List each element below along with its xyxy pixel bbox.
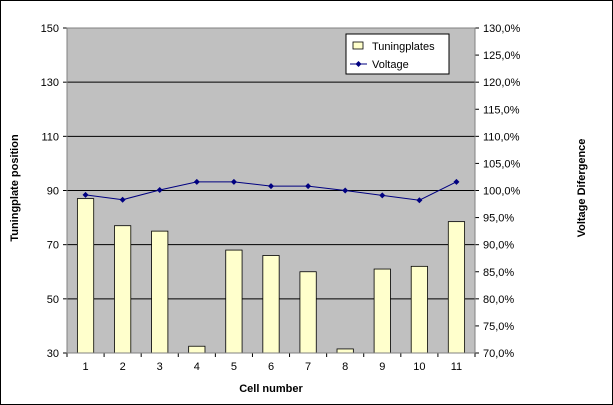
x-tick-label: 2 [120, 361, 126, 373]
legend: Tuningplates Voltage [345, 33, 450, 75]
voltage-point [379, 192, 386, 199]
y2-tick-label: 70,0% [483, 348, 514, 360]
y2-tick-label: 100,0% [483, 186, 521, 198]
y2-tick-label: 80,0% [483, 294, 514, 306]
y-axis-title: Tuningplate position [9, 134, 21, 242]
x-axis-title: Cell number [239, 383, 303, 395]
y2-tick-label: 75,0% [483, 321, 514, 333]
x-tick-label: 4 [194, 361, 200, 373]
y-tick-label: 30 [47, 348, 59, 360]
legend-swatch-voltage-marker [355, 61, 362, 67]
x-tick-label: 7 [305, 361, 311, 373]
voltage-point [82, 191, 89, 198]
y2-tick-label: 95,0% [483, 213, 514, 225]
voltage-point [342, 187, 349, 194]
bar-tuningplates [151, 230, 169, 354]
y-tick-label: 150 [41, 23, 59, 35]
plot-border [66, 27, 476, 354]
x-tick-label: 1 [82, 361, 88, 373]
voltage-point [416, 197, 423, 204]
y-tick-label: 70 [47, 240, 59, 252]
y2-tick-label: 110,0% [483, 131, 520, 143]
bar-tuningplates [410, 265, 428, 354]
y-tick-label: 110 [41, 131, 59, 143]
voltage-point [453, 178, 460, 185]
x-tick-label: 11 [451, 361, 462, 373]
bar-tuningplates [373, 268, 391, 354]
bar-tuningplates [447, 221, 466, 354]
legend-swatch-tuningplates [352, 41, 364, 50]
y2-tick-label: 115,0% [483, 104, 520, 116]
bar-tuningplates [76, 198, 95, 354]
legend-box [345, 33, 450, 75]
voltage-point [193, 178, 200, 185]
bar-tuningplates [188, 345, 206, 354]
voltage-point [305, 183, 312, 190]
y2-tick-label: 90,0% [483, 240, 514, 252]
x-tick-label: 9 [379, 361, 385, 373]
y-tick-label: 50 [47, 294, 59, 306]
voltage-point [230, 178, 237, 185]
bar-tuningplates [225, 249, 243, 354]
y2-tick-label: 130,0% [483, 23, 521, 35]
voltage-point [119, 196, 126, 203]
bar-tuningplates [262, 255, 280, 354]
x-tick-label: 3 [157, 361, 163, 373]
y2-tick-label: 120,0% [483, 77, 521, 89]
legend-label-tuningplates: Tuningplates [372, 41, 435, 53]
bar-tuningplates [114, 225, 132, 354]
voltage-series [66, 27, 476, 354]
y2-tick-label: 85,0% [483, 267, 514, 279]
voltage-point [156, 186, 163, 193]
voltage-point [268, 183, 274, 190]
bar-tuningplates [299, 271, 317, 354]
y2-axis-title: Voltage Difergence [576, 139, 588, 238]
y2-tick-label: 105,0% [483, 158, 521, 170]
y2-tick-label: 125,0% [483, 50, 521, 62]
x-tick-label: 5 [231, 361, 237, 373]
x-tick-label: 6 [268, 361, 274, 373]
y-tick-label: 130 [41, 77, 59, 89]
bar-tuningplates [336, 348, 354, 354]
y-tick-label: 90 [47, 186, 59, 198]
x-tick-label: 10 [413, 361, 425, 373]
legend-label-voltage: Voltage [372, 59, 409, 71]
x-tick-label: 8 [342, 361, 348, 373]
